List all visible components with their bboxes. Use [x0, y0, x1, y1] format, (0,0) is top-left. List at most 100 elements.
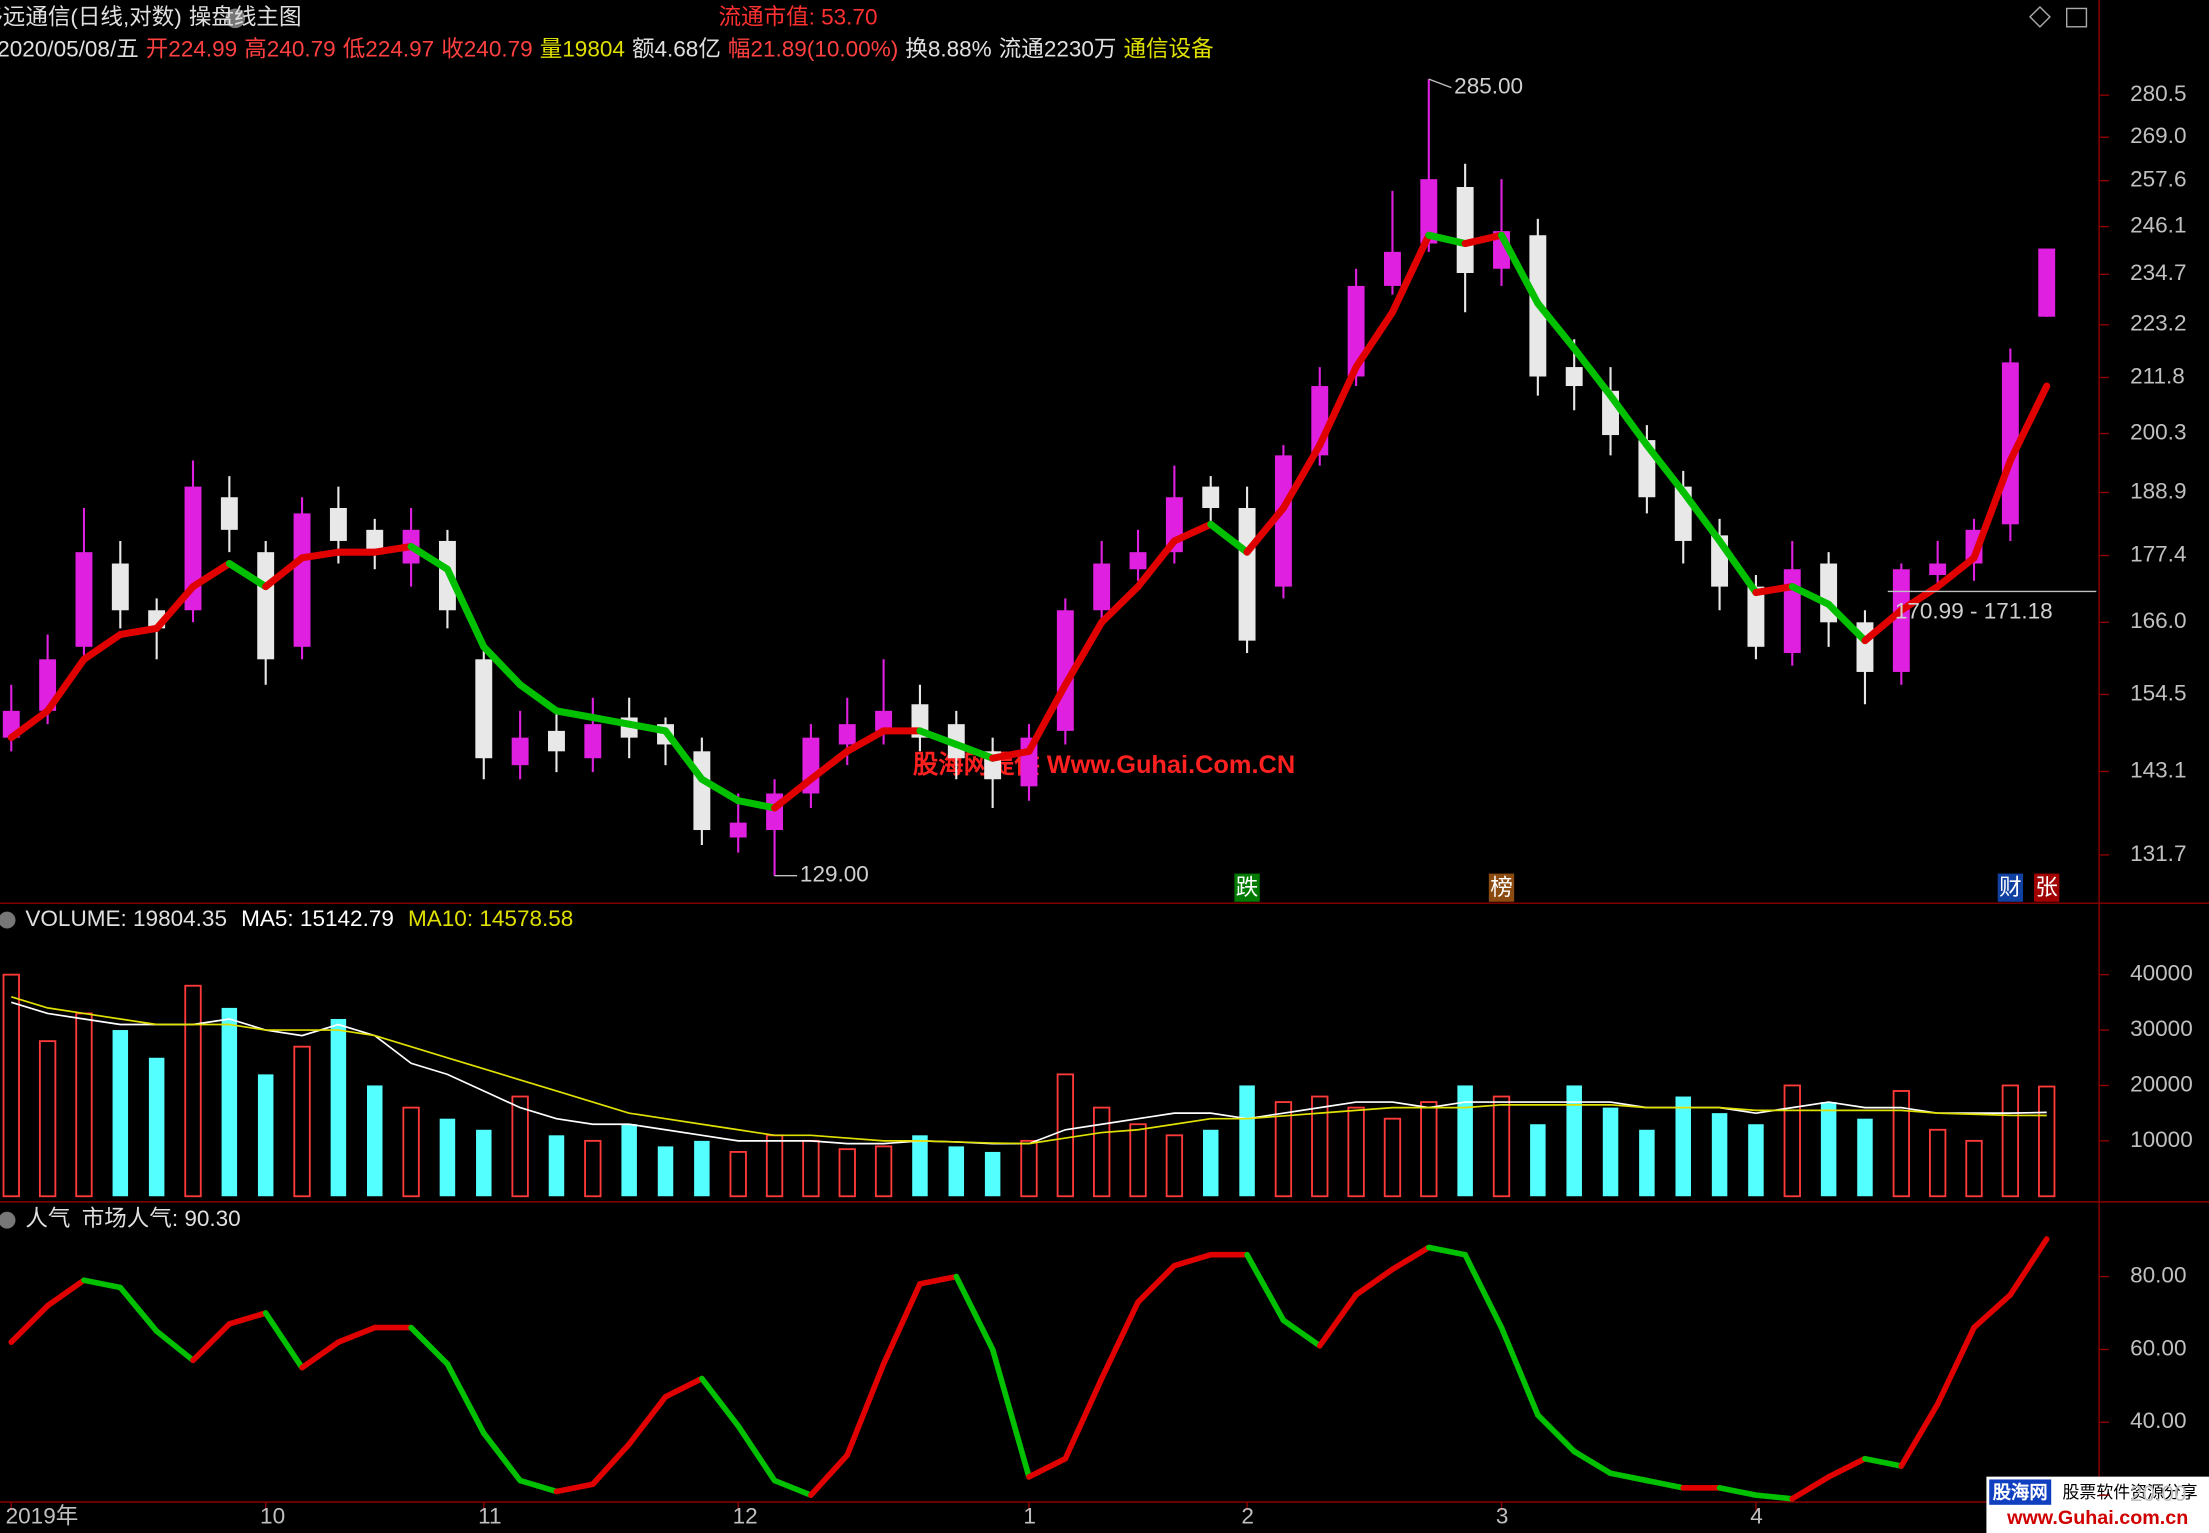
indicator-line-segment — [844, 1361, 887, 1458]
trend-line-segment — [1752, 583, 1796, 597]
event-marker[interactable]: 跌 — [1236, 875, 1259, 900]
volume-bar — [1347, 1106, 1365, 1198]
volume-bar — [511, 1095, 529, 1198]
event-marker[interactable]: 财 — [1999, 875, 2022, 900]
event-marker-box[interactable] — [1234, 873, 1260, 902]
event-marker-box[interactable] — [2034, 873, 2060, 902]
header-text: 高240.79 — [244, 37, 335, 62]
volume-bar — [1129, 1123, 1147, 1198]
header-text: 幅21.89(10.00%) — [728, 37, 898, 62]
x-tick-label: 3 — [1496, 1503, 1509, 1528]
logo-brand: 股海网 — [1992, 1481, 2048, 1502]
indicator-line-segment — [1789, 1474, 1832, 1502]
icon[interactable] — [2028, 5, 2051, 28]
trend-line-segment — [1716, 537, 1760, 597]
indicator-line-segment — [517, 1477, 560, 1495]
trend-line-segment — [298, 548, 342, 562]
y-tick-label: 30000 — [2130, 1016, 2193, 1041]
header-text: 流通2230万 — [999, 37, 1117, 62]
trend-line-segment — [1388, 231, 1433, 316]
trend-line-segment — [698, 775, 742, 805]
volume-bar — [1239, 1085, 1255, 1197]
candle-body — [1129, 552, 1147, 570]
volume-bar — [984, 1151, 1001, 1197]
indicator-line-segment — [1026, 1455, 1069, 1480]
volume-bar — [1602, 1107, 1619, 1197]
menu-icon[interactable] — [0, 911, 16, 929]
trend-line-segment — [1098, 583, 1142, 626]
candle-body — [1384, 251, 1401, 286]
volume-bar — [729, 1151, 747, 1198]
volume-bar — [1274, 1101, 1293, 1198]
header-text: 额4.68亿 — [632, 37, 721, 62]
volume-bar — [148, 1057, 165, 1197]
event-marker-box[interactable] — [1488, 873, 1515, 902]
volume-bar — [1965, 1139, 1983, 1198]
volume-bar — [1202, 1129, 1219, 1197]
menu-icon[interactable] — [0, 1211, 16, 1229]
trend-line-segment — [1607, 392, 1651, 449]
trend-line-segment — [807, 747, 851, 783]
trend-line-segment — [225, 560, 270, 591]
trend-line-segment — [262, 554, 306, 591]
candle-body — [1565, 367, 1583, 387]
y-tick-label: 188.9 — [2130, 478, 2186, 503]
indicator-line-segment — [553, 1481, 596, 1495]
indicator-line-segment — [8, 1302, 51, 1345]
y-tick-label: 246.1 — [2130, 213, 2186, 238]
volume-bar — [2, 973, 20, 1198]
indicator-line-segment — [299, 1339, 342, 1371]
volume-bar — [1675, 1096, 1691, 1197]
candle-body — [1420, 179, 1438, 244]
y-tick-label: 131.7 — [2130, 841, 2186, 866]
volume-bar — [1711, 1113, 1728, 1197]
header-text: 开224.99 — [146, 37, 237, 62]
trend-line-segment — [1934, 554, 1978, 591]
volume-bar — [621, 1124, 637, 1197]
candle-body — [875, 710, 893, 731]
x-tick-label: 2019年 — [6, 1503, 79, 1528]
volume-bar — [2038, 1085, 2056, 1198]
trend-line-segment — [1861, 606, 1905, 645]
event-marker[interactable]: 榜 — [1490, 875, 1513, 900]
y-tick-label: 200.3 — [2130, 420, 2186, 445]
indicator-line-segment — [1934, 1324, 1977, 1407]
volume-bar — [1093, 1106, 1111, 1198]
volume-bar — [184, 984, 202, 1198]
menu-icon[interactable] — [225, 8, 246, 29]
x-tick-label: 12 — [733, 1503, 758, 1528]
indicator-line-segment — [2007, 1236, 2050, 1298]
volume-bar — [874, 1145, 893, 1198]
trend-line-segment — [44, 655, 88, 715]
volume-bar — [694, 1140, 710, 1197]
volume-bar — [838, 1148, 856, 1198]
indicator-line-segment — [880, 1281, 923, 1367]
candle-body — [584, 724, 602, 759]
indicator-line-segment — [444, 1361, 487, 1437]
logo-brand-box — [1989, 1479, 2052, 1505]
y-tick-label: 234.7 — [2130, 260, 2186, 285]
candle-body — [1238, 507, 1256, 641]
trend-line-segment — [407, 543, 451, 573]
trend-line-segment — [1570, 344, 1615, 400]
event-marker-box[interactable] — [1997, 873, 2024, 902]
icon[interactable] — [2066, 7, 2088, 28]
indicator-line-segment — [1898, 1401, 1941, 1469]
trend-line-segment — [625, 720, 670, 735]
volume-bar — [912, 1135, 928, 1197]
volume-bar — [112, 1030, 129, 1197]
event-marker[interactable]: 张 — [2035, 875, 2058, 900]
volume-bar — [38, 1040, 57, 1198]
indicator-line-segment — [226, 1310, 269, 1327]
indicator-line-segment — [808, 1452, 851, 1498]
x-tick-label: 10 — [260, 1503, 285, 1528]
candle-body — [693, 751, 711, 831]
trend-line-segment — [443, 565, 488, 651]
indicator-line-segment — [44, 1277, 87, 1309]
trend-line-segment — [1970, 456, 2014, 562]
trend-line-segment — [1461, 231, 1506, 248]
indicator-line-segment — [626, 1393, 669, 1447]
trend-line-segment — [1679, 488, 1724, 545]
volume-bar — [548, 1135, 565, 1197]
